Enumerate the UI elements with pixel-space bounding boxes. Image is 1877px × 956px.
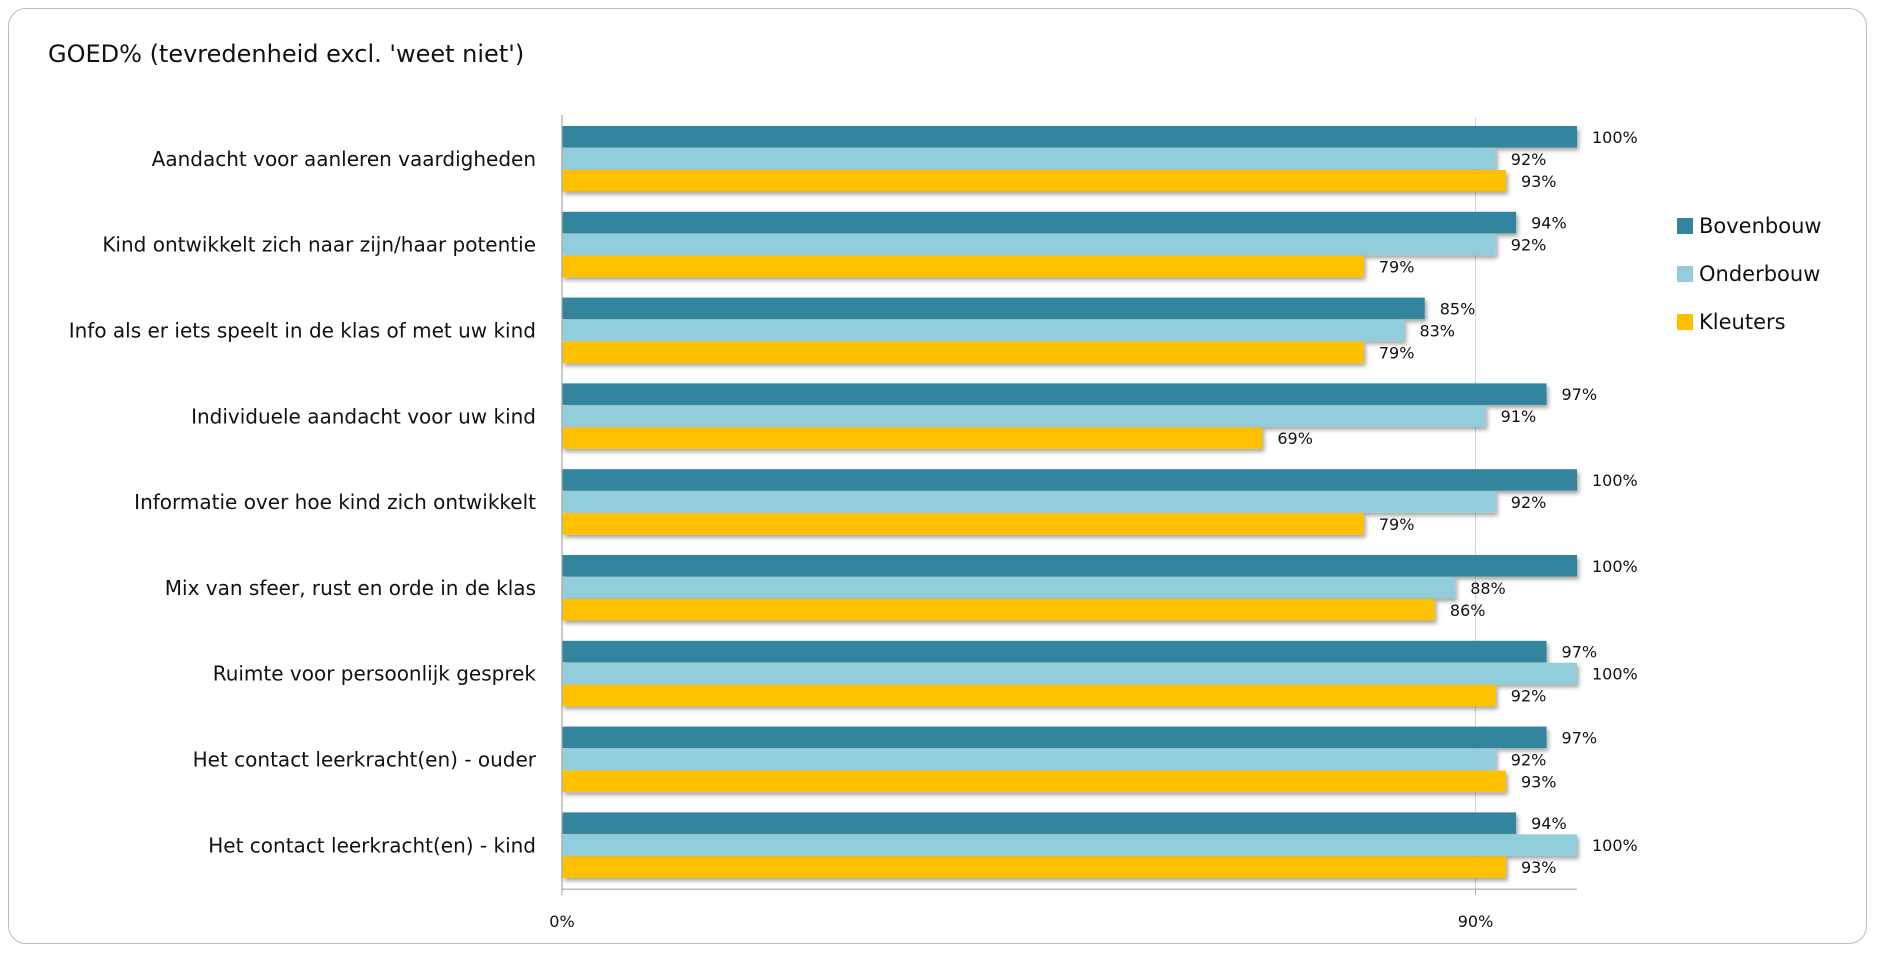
category-label: Mix van sfeer, rust en orde in de klas bbox=[165, 576, 536, 600]
bar-bovenbouw-6 bbox=[562, 640, 1547, 663]
category-label: Het contact leerkracht(en) - ouder bbox=[193, 748, 537, 772]
bar-bovenbouw-1 bbox=[562, 211, 1517, 234]
category-label: Info als er iets speelt in de klas of me… bbox=[69, 319, 536, 343]
data-label: 94% bbox=[1531, 814, 1567, 833]
data-label: 100% bbox=[1592, 836, 1638, 855]
data-label: 85% bbox=[1440, 299, 1476, 318]
data-label: 97% bbox=[1562, 643, 1598, 662]
legend-swatch bbox=[1677, 218, 1693, 234]
x-tick-label: 0% bbox=[549, 912, 574, 931]
x-tick-label: 90% bbox=[1458, 912, 1494, 931]
bar-onderbouw-8 bbox=[562, 834, 1577, 856]
bar-onderbouw-2 bbox=[562, 319, 1405, 342]
axes: 0% 90% bbox=[549, 115, 1577, 931]
bar-bovenbouw-5 bbox=[562, 555, 1577, 577]
bar-onderbouw-0 bbox=[562, 148, 1496, 170]
bar-kleuters-6 bbox=[562, 684, 1496, 707]
legend-label: Bovenbouw bbox=[1699, 214, 1822, 238]
bar-onderbouw-3 bbox=[562, 405, 1486, 427]
bar-kleuters-0 bbox=[562, 170, 1506, 192]
data-label: 92% bbox=[1511, 493, 1547, 512]
data-label: 91% bbox=[1501, 407, 1537, 426]
bar-bovenbouw-0 bbox=[562, 126, 1577, 148]
bar-onderbouw-6 bbox=[562, 662, 1577, 685]
category-label: Aandacht voor aanleren vaardigheden bbox=[152, 147, 536, 171]
data-label: 92% bbox=[1511, 150, 1547, 169]
labels: 100% 92% 93% Aandacht voor aanleren vaardig… bbox=[69, 128, 1638, 877]
bar-onderbouw-4 bbox=[562, 491, 1496, 513]
bar-kleuters-3 bbox=[562, 427, 1263, 449]
bar-onderbouw-1 bbox=[562, 233, 1496, 256]
data-label: 79% bbox=[1379, 343, 1415, 362]
data-label: 92% bbox=[1511, 687, 1547, 706]
category-label: Ruimte voor persoonlijk gesprek bbox=[213, 662, 537, 686]
bar-kleuters-7 bbox=[562, 770, 1506, 793]
category-label: Kind ontwikkelt zich naar zijn/haar pote… bbox=[102, 233, 536, 257]
bar-onderbouw-7 bbox=[562, 748, 1496, 771]
bars bbox=[562, 126, 1577, 878]
legend: Bovenbouw Onderbouw Kleuters bbox=[1677, 214, 1822, 334]
data-label: 100% bbox=[1592, 665, 1638, 684]
data-label: 93% bbox=[1521, 772, 1557, 791]
bar-bovenbouw-7 bbox=[562, 726, 1547, 749]
category-label: Het contact leerkracht(en) - kind bbox=[208, 833, 536, 857]
data-label: 97% bbox=[1562, 385, 1598, 404]
data-label: 93% bbox=[1521, 858, 1557, 877]
bar-kleuters-2 bbox=[562, 341, 1364, 364]
legend-swatch bbox=[1677, 266, 1693, 282]
bar-bovenbouw-2 bbox=[562, 297, 1425, 320]
data-label: 86% bbox=[1450, 601, 1486, 620]
legend-label: Kleuters bbox=[1699, 310, 1786, 334]
bar-kleuters-4 bbox=[562, 513, 1364, 535]
data-label: 94% bbox=[1531, 214, 1567, 233]
data-label: 69% bbox=[1277, 429, 1313, 448]
bar-kleuters-1 bbox=[562, 255, 1364, 278]
bar-bovenbouw-4 bbox=[562, 469, 1577, 491]
data-label: 93% bbox=[1521, 172, 1557, 191]
legend-label: Onderbouw bbox=[1699, 262, 1820, 286]
data-label: 97% bbox=[1562, 728, 1598, 747]
bar-onderbouw-5 bbox=[562, 577, 1456, 599]
data-label: 100% bbox=[1592, 471, 1638, 490]
bar-kleuters-8 bbox=[562, 856, 1506, 878]
legend-swatch bbox=[1677, 314, 1693, 330]
bar-bovenbouw-8 bbox=[562, 812, 1517, 834]
bar-kleuters-5 bbox=[562, 599, 1435, 621]
data-label: 100% bbox=[1592, 557, 1638, 576]
data-label: 92% bbox=[1511, 750, 1547, 769]
data-label: 92% bbox=[1511, 236, 1547, 255]
bar-bovenbouw-3 bbox=[562, 383, 1547, 405]
category-label: Informatie over hoe kind zich ontwikkelt bbox=[134, 490, 536, 514]
chart-title: GOED% (tevredenheid excl. 'weet niet') bbox=[48, 40, 525, 68]
data-label: 100% bbox=[1592, 128, 1638, 147]
data-label: 88% bbox=[1470, 579, 1506, 598]
data-label: 79% bbox=[1379, 258, 1415, 277]
data-label: 79% bbox=[1379, 515, 1415, 534]
data-label: 83% bbox=[1419, 321, 1455, 340]
category-label: Individuele aandacht voor uw kind bbox=[191, 404, 536, 428]
